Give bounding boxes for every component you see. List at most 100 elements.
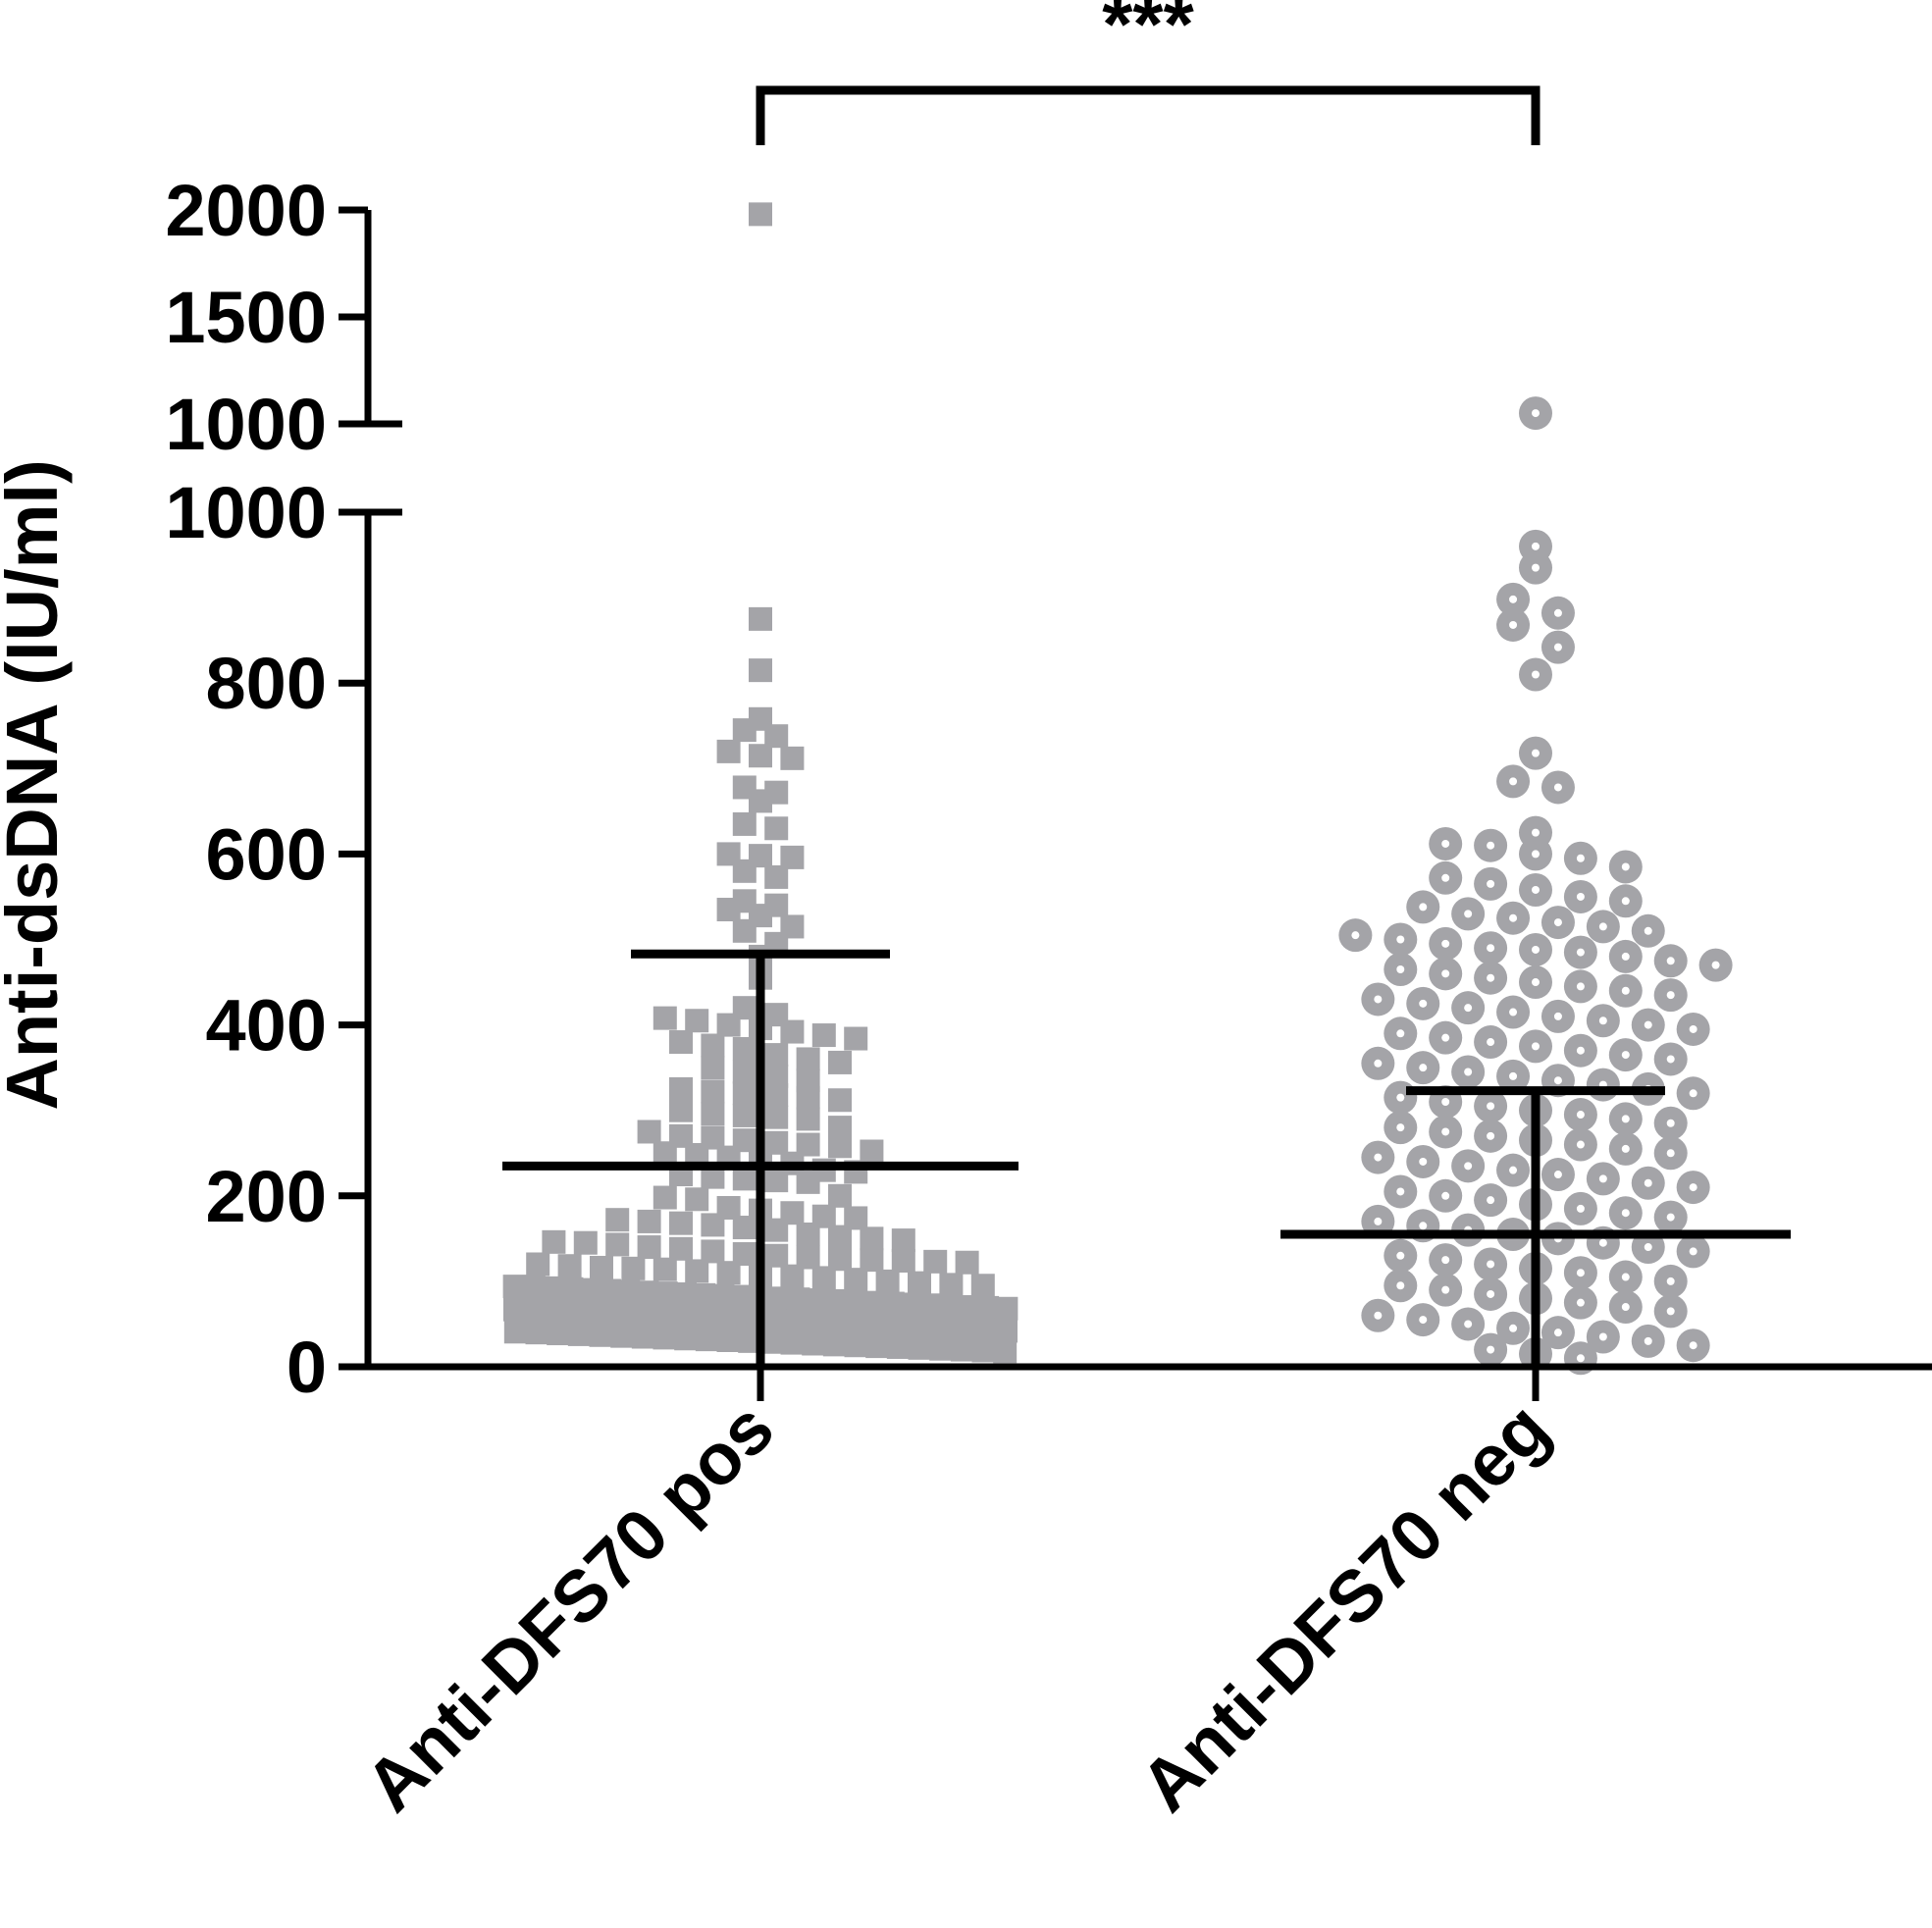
data-point-square [695, 1328, 719, 1352]
data-point-square [653, 1185, 677, 1210]
data-point-circle-center [1419, 903, 1428, 912]
data-point-square [828, 1050, 852, 1074]
data-point-circle-center [1689, 1089, 1697, 1098]
data-point-circle-center [1621, 1115, 1630, 1123]
data-point-circle-center [1666, 1277, 1675, 1285]
data-point-circle-center [1621, 897, 1630, 906]
data-point-square [796, 1170, 820, 1194]
data-point-square [716, 739, 741, 763]
data-point-square [631, 1325, 655, 1349]
data-point-circle-center [1396, 1251, 1405, 1260]
data-point-circle-center [1576, 892, 1585, 901]
data-point-circle-center [1553, 1076, 1562, 1085]
data-point-square [701, 1079, 725, 1104]
data-point-square [701, 1033, 725, 1058]
y-tick-label: 200 [206, 1156, 327, 1237]
data-point-circle-center [1464, 1320, 1473, 1329]
data-point-circle-center [1374, 1059, 1383, 1068]
y-tick-label: 2000 [165, 170, 327, 251]
data-point-circle-center [1553, 1329, 1562, 1337]
x-category-label: Anti-DFS70 neg [1124, 1387, 1564, 1827]
data-point-square [764, 1083, 789, 1108]
data-point-circle-center [1576, 982, 1585, 991]
data-point-circle-center [1487, 973, 1495, 982]
data-point-square [796, 1047, 820, 1071]
data-point-circle-center [1419, 1157, 1428, 1166]
data-point-circle-center [1621, 862, 1630, 871]
data-point-circle-center [1532, 563, 1540, 572]
data-point-circle-center [1553, 608, 1562, 617]
data-point-circle-center [1598, 1016, 1607, 1025]
data-point-circle-center [1553, 643, 1562, 651]
data-point-square [780, 845, 805, 869]
data-point-circle-center [1598, 1238, 1607, 1247]
data-point-circle-center [1621, 986, 1630, 995]
axes-layer [339, 85, 1932, 1401]
data-point-circle-center [1532, 749, 1540, 757]
data-point-circle-center [1576, 854, 1585, 862]
data-point-circle-center [1666, 1149, 1675, 1158]
data-point-circle-center [1532, 828, 1540, 837]
data-point-circle-center [1396, 935, 1405, 944]
data-point-circle-center [1532, 978, 1540, 987]
data-point-circle-center [1576, 1204, 1585, 1213]
data-point-square [796, 1222, 820, 1246]
data-point-circle-center [1689, 1247, 1697, 1256]
data-point-square [674, 1327, 699, 1351]
data-point-square [653, 1006, 677, 1030]
data-point-square [891, 1228, 915, 1253]
data-point-circle-center [1644, 1178, 1652, 1187]
data-point-circle-center [1598, 922, 1607, 931]
data-point-square [732, 718, 757, 743]
data-point-circle-center [1487, 1038, 1495, 1047]
y-tick-label: 1000 [165, 384, 327, 465]
data-point-circle-center [1419, 999, 1428, 1008]
data-point-circle-center [1689, 1024, 1697, 1033]
data-point-square [811, 1023, 836, 1048]
data-point-square [828, 1134, 852, 1159]
data-point-square [891, 1248, 915, 1273]
data-point-circle-center [1576, 1298, 1585, 1307]
data-point-circle-center [1509, 777, 1518, 786]
data-point-square [716, 898, 741, 922]
data-point-square [637, 1209, 661, 1233]
data-point-square [732, 1216, 757, 1240]
data-point-circle-center [1621, 1144, 1630, 1153]
data-point-square [732, 1167, 757, 1191]
data-point-circle-center [1689, 1341, 1697, 1350]
data-point-square [764, 1105, 789, 1129]
data-point-square [732, 1036, 757, 1061]
data-point-square [802, 1331, 826, 1356]
data-point-square [749, 202, 772, 227]
data-point-square [637, 1120, 661, 1144]
data-point-square [749, 658, 772, 683]
data-point-square [923, 1249, 948, 1274]
x-category-label: Anti-DFS70 pos [349, 1387, 789, 1827]
data-point-square [844, 1333, 868, 1358]
data-point-square [860, 1226, 884, 1251]
data-point-circle-center [1396, 1187, 1405, 1196]
data-point-circle-center [1666, 991, 1675, 1000]
data-point-circle-center [1509, 913, 1518, 922]
data-point-circle-center [1576, 948, 1585, 957]
data-point-circle-center [1487, 1102, 1495, 1111]
data-point-circle-center [1374, 995, 1383, 1004]
data-point-circle-center [1576, 1269, 1585, 1277]
data-point-square [844, 1026, 868, 1051]
data-point-square [637, 1235, 661, 1260]
data-point-circle-center [1532, 670, 1540, 679]
data-point-circle-center [1621, 1303, 1630, 1312]
data-point-circle-center [1644, 926, 1652, 935]
data-point-circle-center [1711, 961, 1720, 969]
data-point-circle-center [1374, 1217, 1383, 1225]
data-point-square [764, 816, 789, 841]
data-point-square [749, 744, 772, 768]
data-point-square [685, 1187, 709, 1212]
data-point-square [669, 1030, 693, 1055]
data-point-circle-center [1509, 1324, 1518, 1332]
data-point-circle-center [1509, 1071, 1518, 1080]
data-point-circle-center [1576, 1046, 1585, 1055]
data-point-circle-center [1576, 1140, 1585, 1149]
data-point-square [955, 1250, 979, 1275]
y-tick-label: 1000 [165, 472, 327, 553]
